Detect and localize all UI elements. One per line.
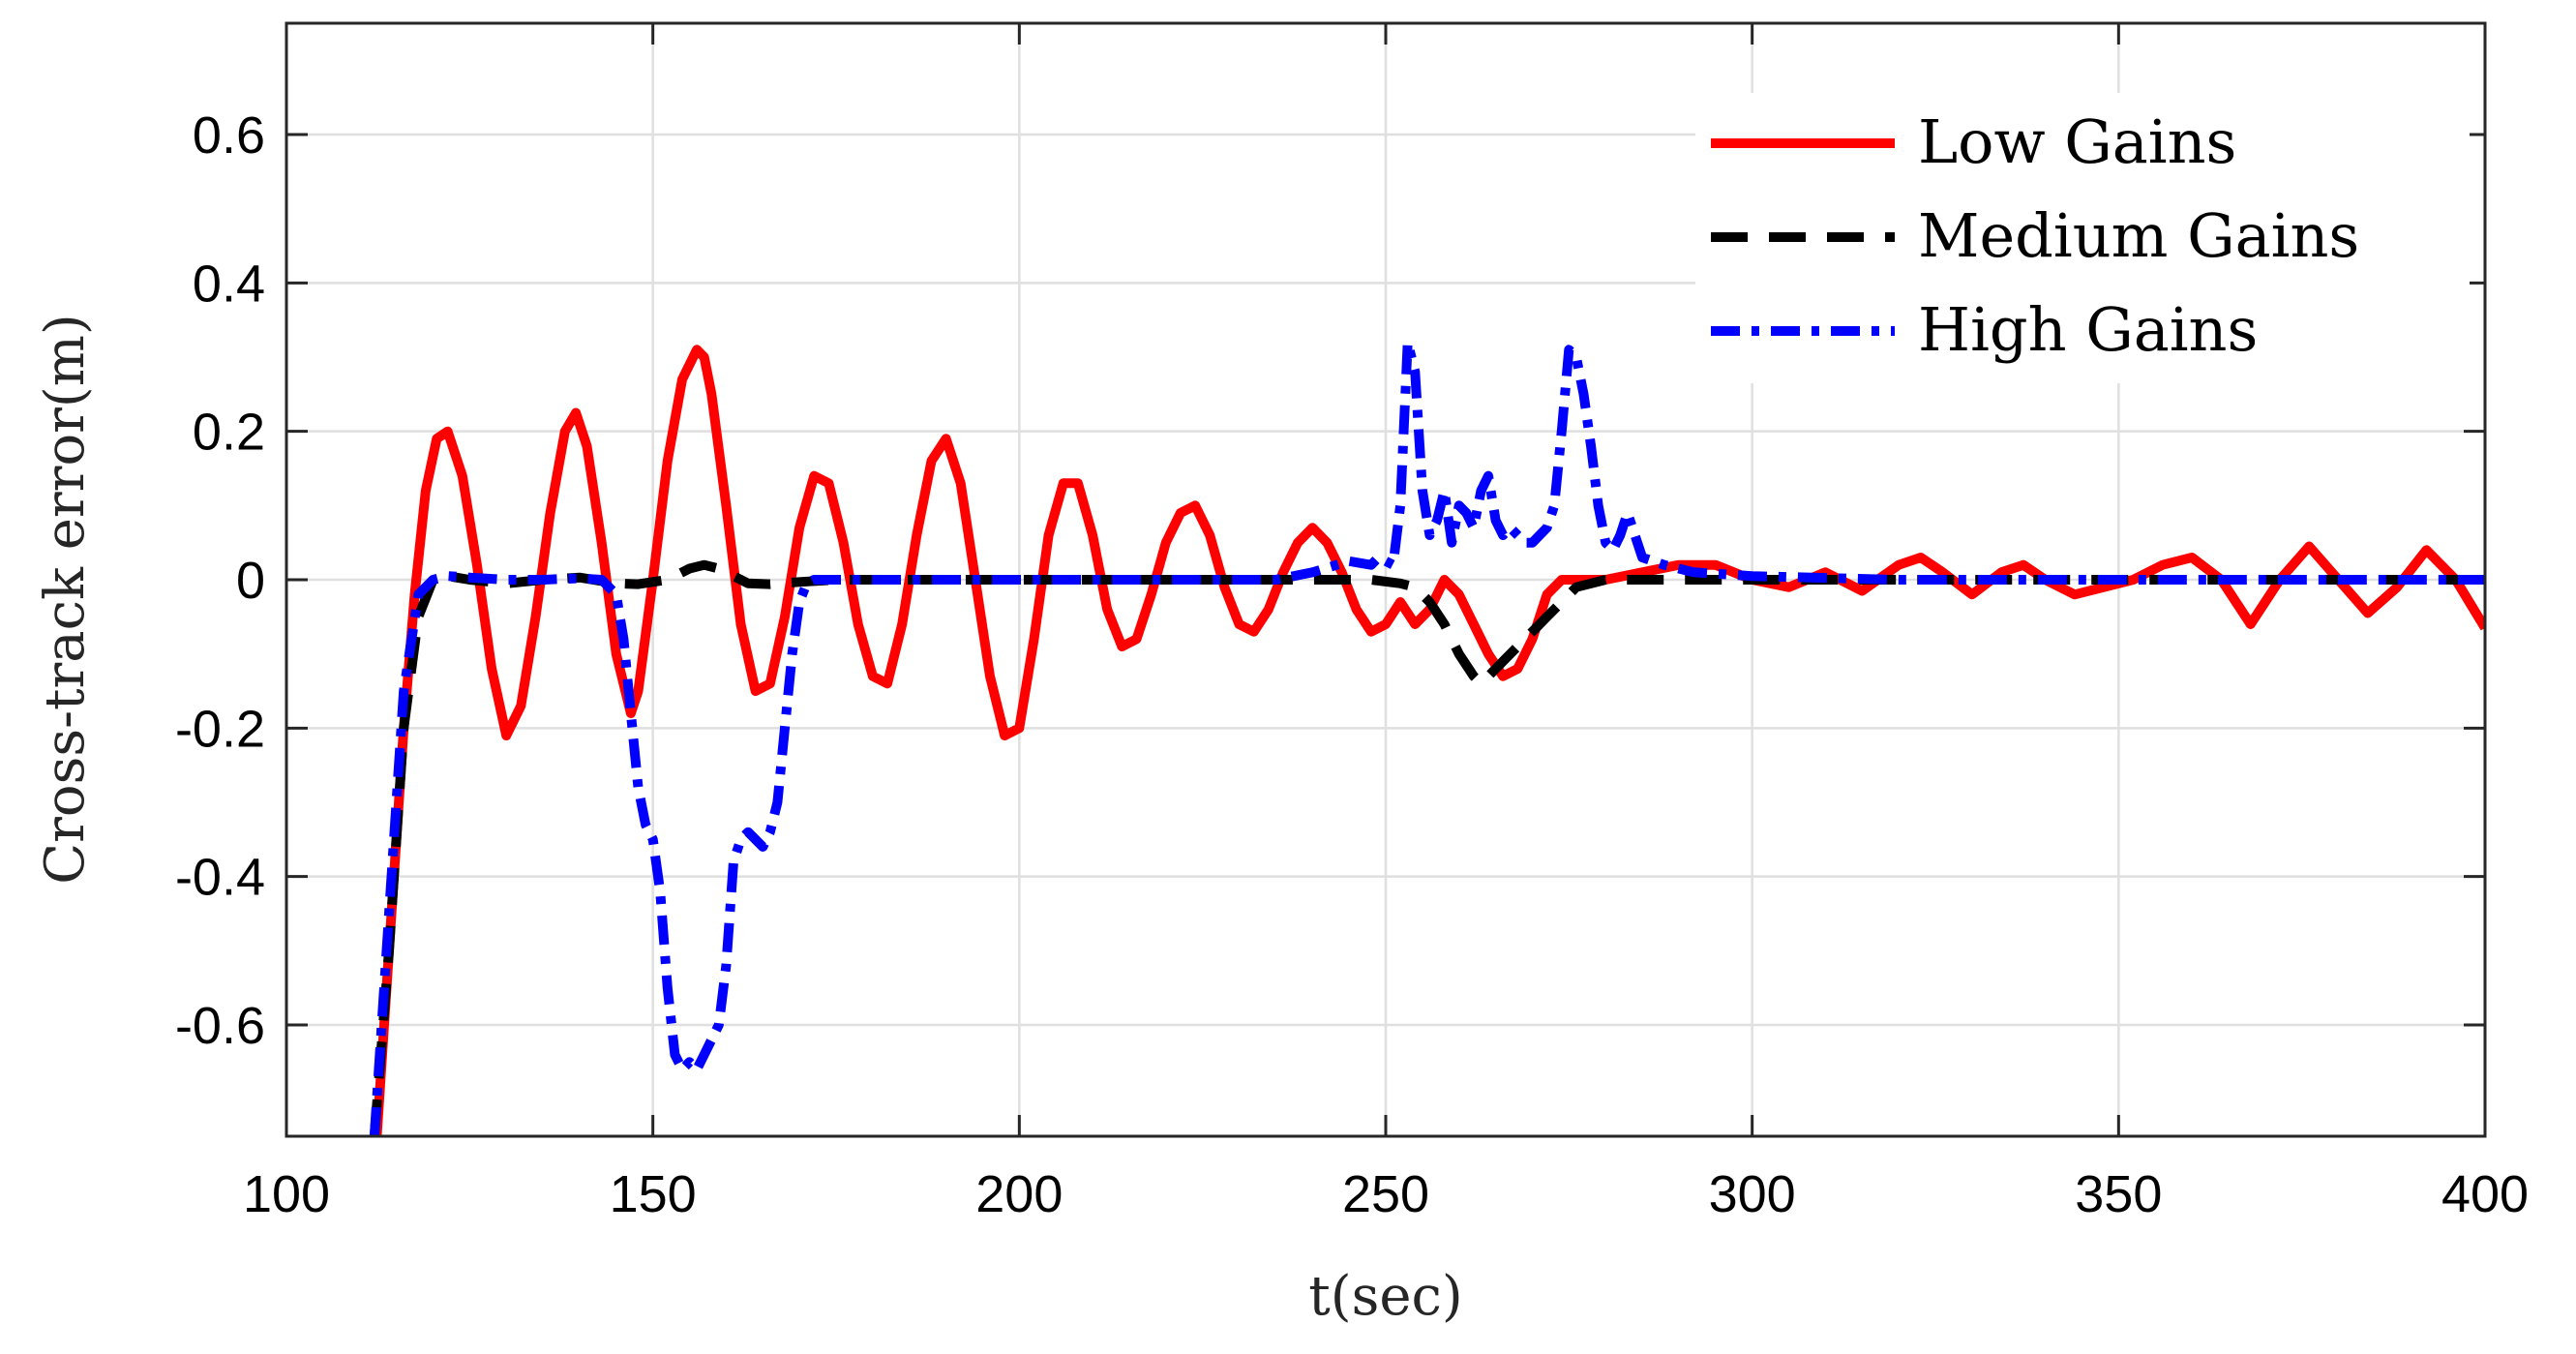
x-tick-label: 300 — [1709, 1165, 1796, 1223]
legend-label: Medium Gains — [1918, 200, 2359, 271]
y-axis-title: Cross-track error(m) — [34, 314, 97, 884]
plot-frame — [285, 21, 2487, 1138]
legend: Low Gains Medium Gains High Gains — [1695, 93, 2470, 383]
y-tick-label: 0.6 — [193, 106, 265, 165]
series-group — [369, 337, 2485, 1136]
x-tick-labels: 100 150 200 250 300 350 400 — [243, 1165, 2529, 1223]
x-tick-label: 250 — [1342, 1165, 1429, 1223]
x-tick-label: 100 — [243, 1165, 330, 1223]
x-tick-label: 150 — [610, 1165, 697, 1223]
series-line-high-gains — [369, 337, 2485, 1136]
x-tick-label: 200 — [975, 1165, 1063, 1223]
y-tick-labels: -0.6 -0.4 -0.2 0 0.2 0.4 0.6 — [175, 106, 265, 1055]
y-tick-label: 0.4 — [193, 255, 265, 313]
x-tick-label: 350 — [2075, 1165, 2162, 1223]
x-axis-title: t(sec) — [1308, 1265, 1462, 1328]
y-tick-label: -0.2 — [175, 700, 265, 758]
y-tick-label: -0.4 — [175, 849, 265, 907]
x-tick-label: 400 — [2441, 1165, 2529, 1223]
legend-label: High Gains — [1918, 294, 2258, 365]
y-tick-label: 0 — [236, 552, 265, 610]
y-tick-label: 0.2 — [193, 404, 265, 462]
legend-label: Low Gains — [1918, 106, 2236, 177]
y-tick-label: -0.6 — [175, 997, 265, 1055]
